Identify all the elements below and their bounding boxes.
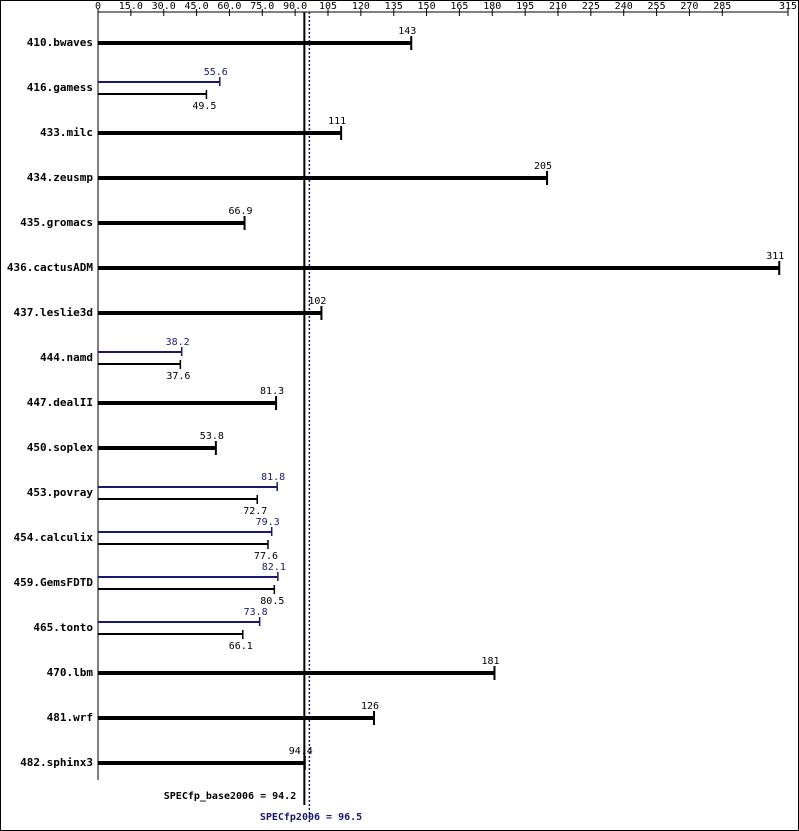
- category-label: 435.gromacs: [20, 216, 93, 229]
- bar: [98, 401, 277, 405]
- x-tick-label: 90.0: [283, 1, 307, 12]
- value-label: 143: [398, 26, 416, 37]
- base-bar: [98, 588, 275, 590]
- x-tick-label: 60.0: [217, 1, 241, 12]
- category-label: 433.milc: [40, 126, 93, 139]
- value-label: 80.5: [260, 596, 284, 607]
- value-label: 38.2: [166, 337, 190, 348]
- bar: [98, 131, 342, 135]
- category-label: 450.soplex: [27, 441, 94, 454]
- bar: [98, 671, 495, 675]
- category-label: 481.wrf: [47, 711, 93, 724]
- summary-label: SPECfp2006 = 96.5: [260, 812, 362, 823]
- x-tick-label: 315: [779, 1, 797, 12]
- value-label: 73.8: [244, 607, 268, 618]
- value-label: 66.9: [228, 206, 252, 217]
- peak-bar: [98, 486, 278, 488]
- value-label: 72.7: [243, 506, 267, 517]
- bar: [98, 716, 374, 720]
- base-bar: [98, 363, 181, 365]
- category-label: 447.dealII: [27, 396, 93, 409]
- x-tick-label: 45.0: [185, 1, 209, 12]
- x-tick-label: 15.0: [119, 1, 143, 12]
- category-label: 410.bwaves: [27, 36, 93, 49]
- category-label: 482.sphinx3: [20, 756, 93, 769]
- x-tick-label: 270: [680, 1, 698, 12]
- x-tick-label: 285: [713, 1, 731, 12]
- peak-bar: [98, 531, 272, 533]
- x-tick-label: 195: [516, 1, 534, 12]
- value-label: 55.6: [204, 67, 228, 78]
- base-bar: [98, 93, 207, 95]
- bar: [98, 311, 322, 315]
- x-tick-label: 210: [549, 1, 567, 12]
- peak-bar: [98, 621, 260, 623]
- bar: [98, 176, 548, 180]
- x-tick-label: 75.0: [250, 1, 274, 12]
- value-label: 94.4: [289, 746, 313, 757]
- category-label: 434.zeusmp: [27, 171, 94, 184]
- category-label: 465.tonto: [33, 621, 93, 634]
- category-label: 437.leslie3d: [14, 306, 93, 319]
- value-label: 205: [534, 161, 552, 172]
- bar: [98, 266, 780, 270]
- value-label: 311: [766, 251, 784, 262]
- x-tick-label: 120: [352, 1, 370, 12]
- value-label: 102: [308, 296, 326, 307]
- category-label: 436.cactusADM: [7, 261, 93, 274]
- value-label: 81.8: [261, 472, 285, 483]
- value-label: 111: [328, 116, 346, 127]
- base-bar: [98, 498, 258, 500]
- category-label: 416.gamess: [27, 81, 93, 94]
- peak-bar: [98, 351, 182, 353]
- x-tick-label: 225: [582, 1, 600, 12]
- bar: [98, 221, 245, 225]
- category-label: 453.povray: [27, 486, 94, 499]
- peak-bar: [98, 81, 220, 83]
- value-label: 77.6: [254, 551, 278, 562]
- x-tick-label: 255: [648, 1, 666, 12]
- peak-bar: [98, 576, 278, 578]
- value-label: 37.6: [166, 371, 190, 382]
- value-label: 181: [481, 656, 499, 667]
- x-tick-label: 135: [385, 1, 403, 12]
- value-label: 126: [361, 701, 379, 712]
- x-tick-label: 150: [418, 1, 436, 12]
- bar: [98, 761, 305, 765]
- x-tick-label: 0: [95, 1, 101, 12]
- category-label: 459.GemsFDTD: [14, 576, 94, 589]
- category-label: 470.lbm: [47, 666, 94, 679]
- value-label: 49.5: [192, 101, 216, 112]
- x-tick-label: 240: [615, 1, 633, 12]
- x-tick-label: 30.0: [152, 1, 176, 12]
- x-tick-label: 165: [450, 1, 468, 12]
- value-label: 66.1: [229, 641, 253, 652]
- bar: [98, 446, 216, 450]
- category-label: 444.namd: [40, 351, 93, 364]
- value-label: 82.1: [262, 562, 286, 573]
- x-tick-label: 105: [319, 1, 337, 12]
- bar: [98, 41, 412, 45]
- base-bar: [98, 543, 268, 545]
- x-tick-label: 180: [483, 1, 501, 12]
- value-label: 81.3: [260, 386, 284, 397]
- value-label: 79.3: [256, 517, 280, 528]
- summary-label: SPECfp_base2006 = 94.2: [164, 791, 296, 802]
- value-label: 53.8: [200, 431, 224, 442]
- category-label: 454.calculix: [14, 531, 94, 544]
- base-bar: [98, 633, 243, 635]
